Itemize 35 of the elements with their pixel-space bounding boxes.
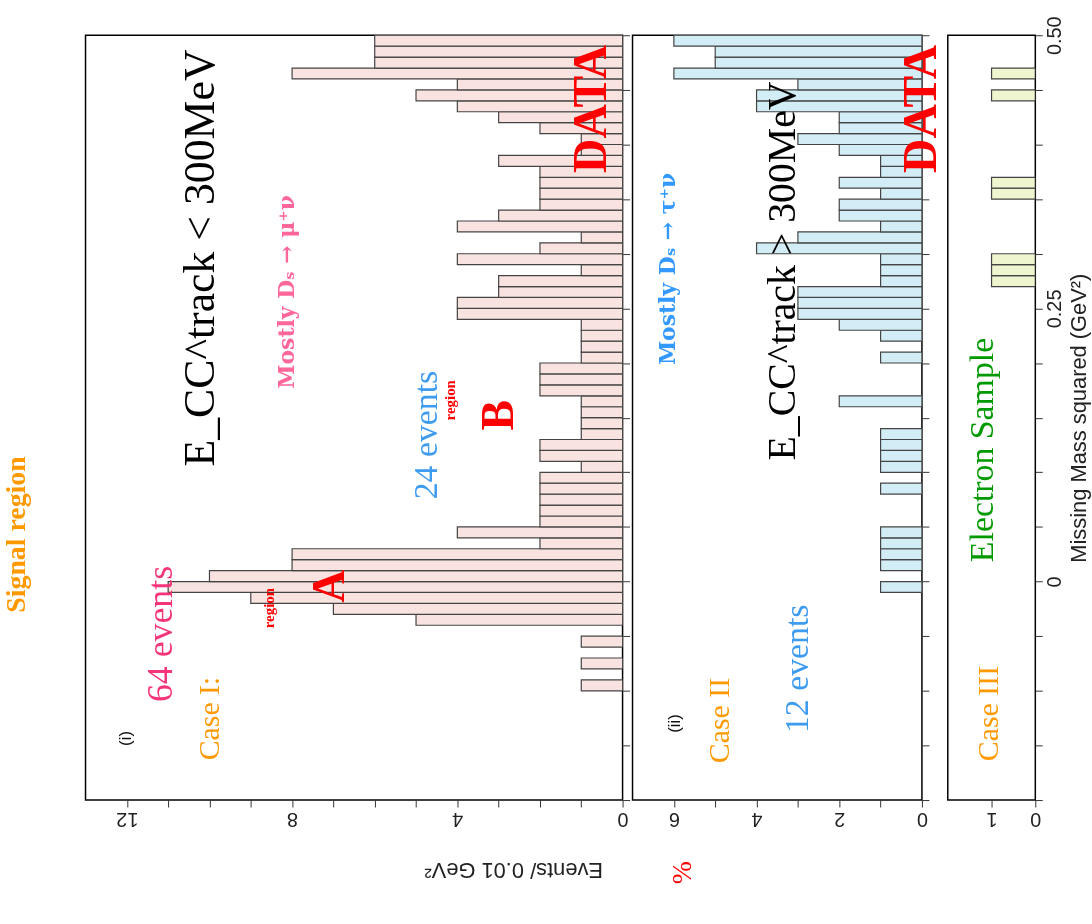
- annotation: Case II: [701, 677, 735, 764]
- x-tick-label: 2: [834, 809, 846, 832]
- annotation: 64 events: [140, 565, 181, 703]
- annotation: DATA: [892, 44, 946, 173]
- annotation: Mostly Dₛ → μ⁺ν: [273, 195, 300, 389]
- annotation: E_CC^track < 300MeV: [174, 49, 223, 467]
- x-tick-label: 6: [668, 809, 680, 832]
- annotation: (i): [116, 730, 136, 746]
- annotation: DATA: [562, 44, 616, 173]
- annotation: Case I:: [191, 676, 225, 761]
- x-tick-label: 4: [452, 809, 464, 832]
- annotation: region: [441, 379, 458, 421]
- annotation: 24 events: [406, 370, 444, 500]
- x-tick-label: 4: [751, 809, 763, 832]
- annotation: (ii): [665, 714, 685, 733]
- text: Signal region: [0, 455, 31, 613]
- x-tick-label: 8: [287, 809, 299, 832]
- annotation: Electron Sample: [962, 337, 1000, 563]
- annotation: E_CC^track > 300MeV: [759, 81, 804, 461]
- x-tick-label: 0: [916, 809, 928, 832]
- y-axis-title: Missing Mass squared (GeV²): [1065, 273, 1091, 563]
- x-tick-label: 1: [986, 809, 998, 832]
- x-axis-title: Events/ 0.01 GeV²: [424, 858, 603, 884]
- text: %: [666, 861, 698, 885]
- annotation: Mostly Dₛ → τ⁺ν: [654, 172, 681, 366]
- annotation: B: [472, 399, 524, 431]
- annotation: A: [303, 569, 355, 603]
- annotation: 12 events: [777, 604, 815, 734]
- y-tick-label: 0.25: [1042, 289, 1065, 329]
- annotation: region: [261, 587, 278, 629]
- x-tick-label: 12: [116, 809, 139, 832]
- y-tick-label: 0: [1042, 576, 1065, 588]
- annotation: Case III: [970, 665, 1004, 762]
- x-tick-label: 0: [617, 809, 629, 832]
- y-tick-label: 0.50: [1042, 16, 1065, 56]
